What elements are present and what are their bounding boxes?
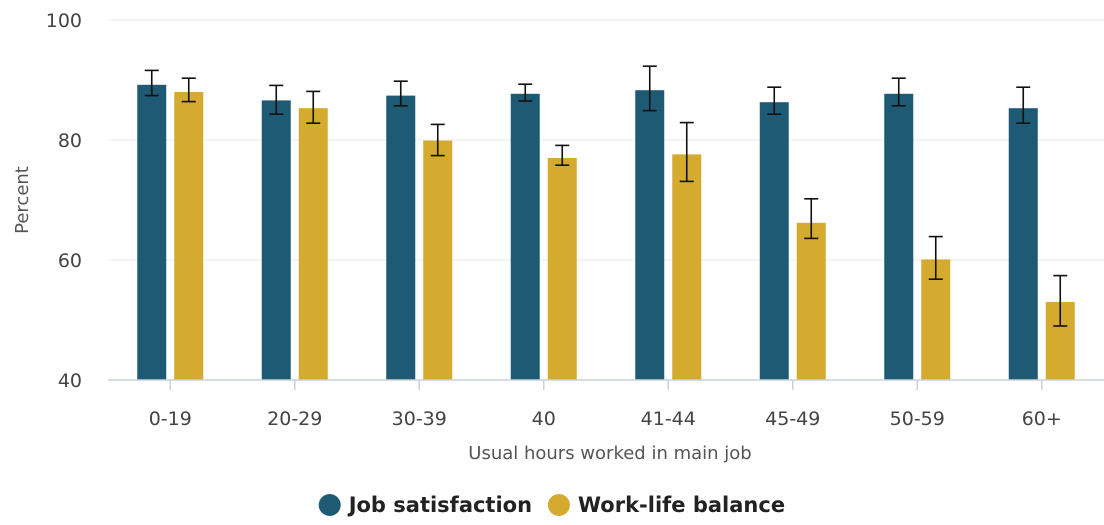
legend: Job satisfaction Work-life balance xyxy=(318,493,785,517)
bar-job-satisfaction xyxy=(759,102,789,380)
x-tick-label: 60+ xyxy=(1022,408,1062,430)
bar-work-life-balance xyxy=(298,108,328,380)
bar-job-satisfaction xyxy=(884,93,914,381)
legend-swatch-work-life-balance xyxy=(547,494,570,516)
x-tick-label: 0-19 xyxy=(149,408,192,430)
legend-label: Job satisfaction xyxy=(347,493,532,517)
bar-work-life-balance xyxy=(547,158,577,380)
bar-job-satisfaction xyxy=(137,84,167,381)
x-tick-label: 40 xyxy=(532,408,556,430)
y-tick-label: 80 xyxy=(58,130,82,152)
bar-job-satisfaction xyxy=(261,100,291,381)
grid-lines xyxy=(108,19,1104,381)
y-tick-label: 100 xyxy=(46,10,82,32)
bar-job-satisfaction xyxy=(1008,108,1038,380)
axes: 40 60 80 100 0-19 20-29 30-39 40 41-44 45-49 50-59… xyxy=(46,10,1104,430)
error-bars xyxy=(144,65,1068,327)
x-tick-label: 50-59 xyxy=(890,408,945,430)
x-tick-label: 41-44 xyxy=(641,408,696,430)
y-axis-title: Percent xyxy=(12,166,33,234)
x-tick-label: 30-39 xyxy=(392,408,447,430)
bar-work-life-balance xyxy=(174,92,204,380)
bar-job-satisfaction xyxy=(510,93,540,381)
x-tick-label: 20-29 xyxy=(267,408,322,430)
bar-job-satisfaction xyxy=(635,90,665,380)
bars xyxy=(137,84,1075,381)
y-tick-label: 60 xyxy=(58,250,82,272)
x-axis-title: Usual hours worked in main job xyxy=(468,443,751,464)
legend-swatch-job-satisfaction xyxy=(318,494,341,516)
bar-work-life-balance xyxy=(796,222,826,380)
bar-work-life-balance xyxy=(423,140,453,380)
bar-job-satisfaction xyxy=(386,95,416,380)
x-tick-label: 45-49 xyxy=(765,408,820,430)
legend-label: Work-life balance xyxy=(578,493,785,517)
bar-work-life-balance xyxy=(672,154,702,380)
y-tick-label: 40 xyxy=(58,370,82,392)
